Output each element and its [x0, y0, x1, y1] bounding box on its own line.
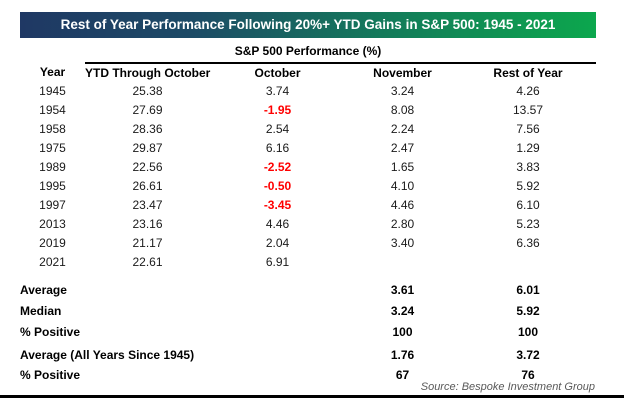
summary-value-november: 67 — [395, 368, 410, 382]
value-cell: 6.36 — [516, 235, 540, 250]
summary-value-rest-of-year: 3.72 — [516, 348, 540, 362]
table-row: 1958 28.36 2.54 2.24 7.56 — [20, 119, 596, 138]
year-cell: 1954 — [39, 102, 66, 117]
table-row: 2013 23.16 4.46 2.80 5.23 — [20, 214, 596, 233]
table-row: 2019 21.17 2.04 3.40 6.36 — [20, 233, 596, 252]
value-cell: -0.50 — [263, 178, 292, 193]
value-cell: -1.95 — [263, 102, 292, 117]
value-cell: 7.56 — [516, 121, 540, 136]
column-header-october: October — [210, 62, 345, 81]
value-cell — [345, 252, 460, 271]
value-cell: 25.38 — [132, 83, 163, 98]
page-title: Rest of Year Performance Following 20%+ … — [60, 17, 556, 32]
year-cell: 2021 — [39, 254, 66, 269]
summary-row: Average (All Years Since 1945) 1.76 3.72 — [20, 345, 596, 365]
table-row: 1975 29.87 6.16 2.47 1.29 — [20, 138, 596, 157]
value-cell: 4.46 — [265, 216, 290, 231]
summary-label: Average — [20, 282, 67, 297]
summary-row: % Positive 100 100 — [20, 321, 596, 342]
value-cell: 6.16 — [265, 140, 290, 155]
value-cell: 23.16 — [132, 216, 163, 231]
summary-value-rest-of-year: 76 — [521, 368, 535, 382]
value-cell: 2.24 — [390, 121, 415, 136]
value-cell: 28.36 — [132, 121, 163, 136]
value-cell — [460, 252, 596, 271]
value-cell: 13.57 — [512, 102, 544, 117]
spacer-row — [20, 271, 596, 279]
value-cell: 2.54 — [265, 121, 290, 136]
title-bar: Rest of Year Performance Following 20%+ … — [20, 12, 596, 38]
summary-row: Median 3.24 5.92 — [20, 300, 596, 321]
summary-value-november: 3.61 — [390, 282, 415, 297]
summary-label: Median — [20, 303, 62, 318]
value-cell: 1.29 — [516, 140, 540, 155]
table-subtitle: S&P 500 Performance (%) — [234, 44, 382, 58]
value-cell: 26.61 — [132, 178, 163, 193]
year-cell: 1958 — [39, 121, 66, 136]
table-row: 1954 27.69 -1.95 8.08 13.57 — [20, 100, 596, 119]
value-cell: -3.45 — [263, 197, 292, 212]
table-row: 1995 26.61 -0.50 4.10 5.92 — [20, 176, 596, 195]
summary-label: % Positive — [20, 324, 81, 339]
value-cell: 5.23 — [516, 216, 540, 231]
column-header-rest-of-year: Rest of Year — [460, 62, 596, 81]
year-cell: 2013 — [39, 216, 66, 231]
value-cell: 3.40 — [390, 235, 415, 250]
value-cell: 4.26 — [516, 83, 540, 98]
value-cell: 4.46 — [390, 197, 415, 212]
header-row: Year YTD Through October October Novembe… — [20, 62, 596, 81]
value-cell: 4.10 — [390, 178, 415, 193]
value-cell: 22.56 — [132, 159, 163, 174]
value-cell: 2.04 — [265, 235, 290, 250]
table-row: 1945 25.38 3.74 3.24 4.26 — [20, 81, 596, 100]
table-row: 2021 22.61 6.91 — [20, 252, 596, 271]
value-cell: 5.92 — [516, 178, 540, 193]
year-cell: 1945 — [39, 83, 66, 98]
year-cell: 2019 — [39, 235, 66, 250]
summary-label: % Positive — [20, 368, 81, 382]
value-cell: 2.80 — [390, 216, 415, 231]
value-cell: 2.47 — [390, 140, 415, 155]
bottom-border-line — [0, 395, 624, 398]
value-cell: 23.47 — [132, 197, 163, 212]
year-cell: 1975 — [39, 140, 66, 155]
year-cell: 1989 — [39, 159, 66, 174]
value-cell: 29.87 — [132, 140, 163, 155]
summary-label: Average (All Years Since 1945) — [20, 348, 195, 362]
value-cell: 27.69 — [132, 102, 163, 117]
value-cell: 8.08 — [390, 102, 415, 117]
value-cell: 1.65 — [390, 159, 415, 174]
value-cell: 6.91 — [265, 254, 290, 269]
summary-row: % Positive 67 76 — [20, 365, 596, 385]
value-cell: 6.10 — [516, 197, 540, 212]
column-header-ytd-through-october: YTD Through October — [85, 62, 210, 81]
column-header-year: Year — [39, 65, 66, 79]
summary-value-rest-of-year: 100 — [517, 324, 539, 339]
year-cell: 1995 — [39, 178, 66, 193]
summary-value-november: 100 — [392, 324, 413, 339]
performance-table: Year YTD Through October October Novembe… — [20, 62, 596, 385]
value-cell: 3.74 — [265, 83, 290, 98]
summary-value-rest-of-year: 5.92 — [516, 303, 540, 318]
year-cell: 1997 — [39, 197, 66, 212]
value-cell: 21.17 — [132, 235, 163, 250]
column-header-november: November — [345, 62, 460, 81]
summary-row: Average 3.61 6.01 — [20, 279, 596, 300]
value-cell: 3.83 — [516, 159, 540, 174]
value-cell: 22.61 — [132, 254, 163, 269]
summary-value-rest-of-year: 6.01 — [516, 282, 540, 297]
value-cell: -2.52 — [263, 159, 292, 174]
table-row: 1997 23.47 -3.45 4.46 6.10 — [20, 195, 596, 214]
summary-value-november: 1.76 — [390, 348, 415, 362]
source-credit: Source: Bespoke Investment Group — [420, 381, 595, 393]
summary-value-november: 3.24 — [390, 303, 415, 318]
value-cell: 3.24 — [390, 83, 415, 98]
table-row: 1989 22.56 -2.52 1.65 3.83 — [20, 157, 596, 176]
spacer-cell — [20, 271, 596, 279]
